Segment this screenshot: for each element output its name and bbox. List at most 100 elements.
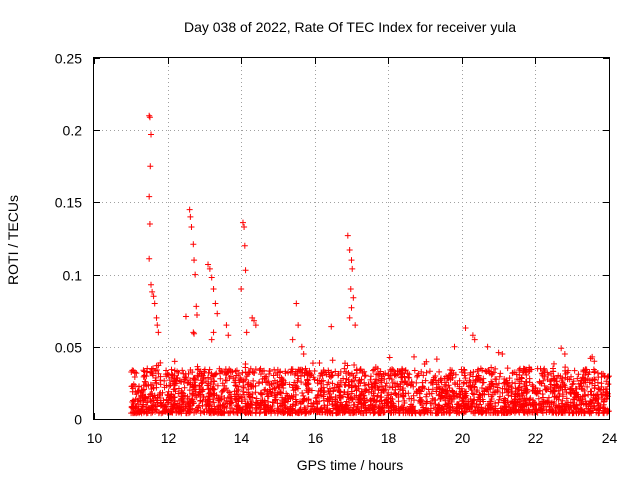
data-point [559, 403, 566, 410]
data-point [132, 409, 139, 416]
data-point [168, 366, 175, 373]
data-point [381, 376, 388, 383]
data-point [241, 223, 248, 230]
data-point [208, 274, 215, 281]
data-point [139, 406, 146, 413]
data-point [324, 395, 331, 402]
data-point [585, 391, 592, 398]
data-point [238, 394, 245, 401]
data-point [149, 370, 156, 377]
ticks-layer: 10 12 14 16 18 20 22 24 0 0.05 0.1 0.15 0.2 0.25 [55, 51, 618, 447]
data-point [587, 355, 594, 362]
data-point [362, 382, 369, 389]
data-point [367, 398, 374, 405]
data-point [588, 399, 595, 406]
data-point [233, 387, 240, 394]
data-point [351, 382, 358, 389]
data-point [215, 396, 222, 403]
data-point [462, 390, 469, 397]
plot-frame [93, 57, 610, 420]
data-point [189, 390, 196, 397]
data-point [523, 378, 530, 385]
data-point [329, 357, 336, 364]
data-point [605, 373, 612, 380]
data-point [460, 400, 467, 407]
data-point [223, 322, 230, 329]
data-point [515, 384, 522, 391]
data-point [389, 396, 396, 403]
data-point [501, 375, 508, 382]
data-point [545, 385, 552, 392]
data-point [217, 375, 224, 382]
data-point [159, 402, 166, 409]
data-point [193, 394, 200, 401]
data-point [301, 395, 308, 402]
data-point [133, 370, 140, 377]
data-point [243, 404, 250, 411]
data-point [423, 405, 430, 412]
data-point [219, 403, 226, 410]
data-point [294, 377, 301, 384]
data-point [173, 377, 180, 384]
data-point [379, 404, 386, 411]
data-point [341, 406, 348, 413]
data-point [336, 395, 343, 402]
data-point [441, 381, 448, 388]
data-point [331, 384, 338, 391]
data-point [522, 399, 529, 406]
data-point [567, 385, 574, 392]
data-point [367, 376, 374, 383]
data-point [265, 398, 272, 405]
data-point [471, 336, 478, 343]
data-point [492, 405, 499, 412]
data-point [171, 394, 178, 401]
data-point [469, 332, 476, 339]
data-point [455, 401, 462, 408]
data-point [328, 369, 335, 376]
data-point [154, 322, 161, 329]
data-point [288, 366, 295, 373]
data-point [445, 407, 452, 414]
data-point [149, 403, 156, 410]
data-point [233, 372, 240, 379]
data-point [197, 368, 204, 375]
data-point [143, 369, 150, 376]
data-point [295, 322, 302, 329]
data-point [459, 397, 466, 404]
data-point [146, 255, 153, 262]
data-point [374, 392, 381, 399]
data-point [301, 404, 308, 411]
data-point [171, 372, 178, 379]
data-point [239, 388, 246, 395]
data-point [517, 406, 524, 413]
data-point [506, 375, 513, 382]
data-point [596, 402, 602, 409]
data-point [575, 371, 582, 378]
data-point [458, 369, 465, 376]
data-point [287, 403, 294, 410]
data-point [229, 368, 236, 375]
data-point [190, 329, 197, 336]
data-point [137, 397, 144, 404]
data-point [559, 397, 566, 404]
data-point [152, 374, 159, 381]
x-axis-label: GPS time / hours [297, 457, 404, 473]
data-point [334, 409, 341, 416]
data-point [449, 403, 456, 410]
data-point [268, 381, 275, 388]
data-point [252, 322, 259, 329]
data-point [349, 265, 356, 272]
data-point [360, 395, 367, 402]
data-point [350, 294, 357, 301]
data-point [518, 375, 525, 382]
data-point [348, 257, 355, 264]
data-point [544, 399, 551, 406]
data-point [309, 360, 316, 367]
data-point [331, 402, 338, 409]
data-point [406, 395, 413, 402]
data-point [222, 400, 229, 407]
data-point [512, 380, 519, 387]
data-point [376, 370, 383, 377]
data-point [214, 310, 221, 317]
data-point [216, 365, 223, 372]
